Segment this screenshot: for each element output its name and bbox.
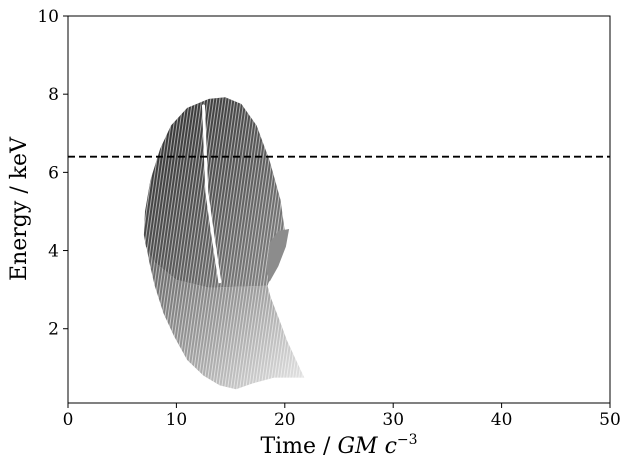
lower-emission-streaks bbox=[145, 238, 305, 390]
x-axis: 0 10 20 30 40 50 bbox=[63, 403, 621, 430]
x-tick-label: 10 bbox=[166, 410, 188, 430]
x-tick-label: 30 bbox=[382, 410, 404, 430]
y-axis-label: Energy / keV bbox=[7, 136, 32, 281]
y-tick-label: 2 bbox=[48, 320, 59, 340]
y-tick-label: 4 bbox=[48, 242, 59, 262]
y-tick-label: 8 bbox=[48, 85, 59, 105]
x-axis-label: Time / GM c−3 bbox=[260, 432, 417, 459]
side-lobe-region bbox=[266, 229, 290, 282]
x-tick-label: 40 bbox=[491, 410, 513, 430]
y-tick-label: 6 bbox=[48, 163, 59, 183]
plot-area bbox=[68, 97, 610, 390]
x-tick-label: 0 bbox=[63, 410, 74, 430]
y-tick-label: 10 bbox=[37, 7, 59, 27]
plot-frame bbox=[67, 15, 611, 404]
bright-ridge bbox=[202, 104, 222, 284]
x-tick-label: 50 bbox=[599, 410, 621, 430]
upper-emission-streaks bbox=[143, 97, 285, 288]
y-axis: 2 4 6 8 10 bbox=[37, 7, 68, 340]
x-tick-label: 20 bbox=[274, 410, 296, 430]
